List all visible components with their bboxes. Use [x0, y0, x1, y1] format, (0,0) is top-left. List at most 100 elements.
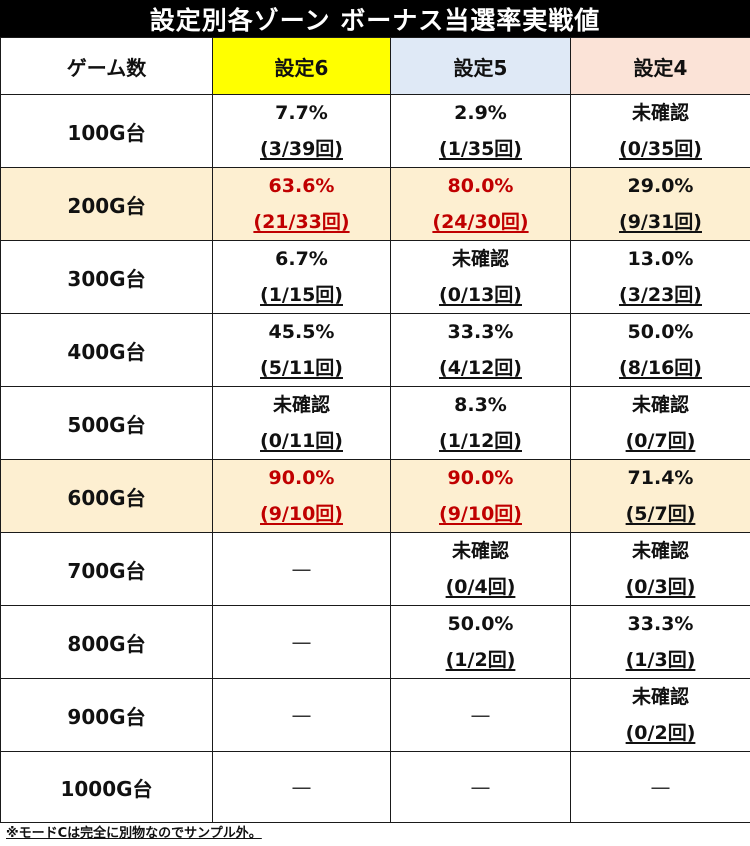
table-cell: 2.9% (1/35回) — [390, 94, 571, 168]
rate-value: 未確認 — [631, 540, 689, 562]
row-label: 800G台 — [0, 605, 213, 679]
count-value: (0/3回) — [625, 576, 696, 598]
table-cell: 80.0% (24/30回) — [390, 167, 571, 241]
count-value: (24/30回) — [432, 211, 529, 233]
rate-value: 33.3% — [627, 613, 694, 635]
rate-value: 7.7% — [275, 102, 328, 124]
count-value: (3/39回) — [260, 138, 343, 160]
rate-value: 2.9% — [454, 102, 507, 124]
header-setting-6: 設定6 — [212, 37, 391, 95]
rate-value: 71.4% — [627, 467, 694, 489]
table-title: 設定別各ゾーン ボーナス当選率実戦値 — [0, 0, 750, 37]
table-cell: 71.4% (5/7回) — [570, 459, 750, 533]
table-row: 700G台 — 未確認 (0/4回) 未確認 (0/3回) — [0, 532, 750, 606]
table-cell: 63.6% (21/33回) — [212, 167, 391, 241]
table-cell: 未確認 (0/35回) — [570, 94, 750, 168]
count-value: (0/2回) — [625, 722, 696, 744]
table-cell: 7.7% (3/39回) — [212, 94, 391, 168]
rate-value: 63.6% — [268, 175, 335, 197]
row-label: 700G台 — [0, 532, 213, 606]
rate-value: 50.0% — [627, 321, 694, 343]
dash-mark: — — [291, 775, 312, 799]
table-cell: — — [212, 605, 391, 679]
table-cell: 未確認 (0/4回) — [390, 532, 571, 606]
table-row: 900G台 — — 未確認 (0/2回) — [0, 678, 750, 752]
dash-mark: — — [291, 703, 312, 727]
table-row: 200G台 63.6% (21/33回) 80.0% (24/30回) 29.0% (9/3… — [0, 167, 750, 241]
bonus-rate-table: ゲーム数 設定6 設定5 設定4 100G台 7.7% (3/39回) 2.9% (1/… — [0, 37, 750, 823]
table-cell: — — [390, 751, 571, 823]
count-value: (0/7回) — [625, 430, 696, 452]
count-value: (21/33回) — [253, 211, 350, 233]
dash-mark: — — [291, 557, 312, 581]
count-value: (1/35回) — [439, 138, 522, 160]
table-cell: 29.0% (9/31回) — [570, 167, 750, 241]
rate-value: 未確認 — [451, 540, 509, 562]
table-cell: 8.3% (1/12回) — [390, 386, 571, 460]
count-value: (8/16回) — [619, 357, 702, 379]
table-cell: 45.5% (5/11回) — [212, 313, 391, 387]
row-label: 900G台 — [0, 678, 213, 752]
rate-value: 90.0% — [268, 467, 335, 489]
count-value: (4/12回) — [439, 357, 522, 379]
count-value: (9/31回) — [619, 211, 702, 233]
header-game-count: ゲーム数 — [0, 37, 213, 95]
rate-value: 50.0% — [447, 613, 514, 635]
count-value: (3/23回) — [619, 284, 702, 306]
table-row: 800G台 — 50.0% (1/2回) 33.3% (1/3回) — [0, 605, 750, 679]
table-cell: — — [570, 751, 750, 823]
row-label: 200G台 — [0, 167, 213, 241]
header-row: ゲーム数 設定6 設定5 設定4 — [0, 37, 750, 95]
table-cell: 13.0% (3/23回) — [570, 240, 750, 314]
rate-value: 13.0% — [627, 248, 694, 270]
dash-mark: — — [650, 775, 671, 799]
rate-value: 33.3% — [447, 321, 514, 343]
table-row: 400G台 45.5% (5/11回) 33.3% (4/12回) 50.0% (8/16回… — [0, 313, 750, 387]
footnote: ※モードCは完全に別物なのでサンプル外。 — [6, 826, 262, 841]
table-row: 500G台 未確認 (0/11回) 8.3% (1/12回) 未確認 (0/7回) — [0, 386, 750, 460]
rate-value: 未確認 — [631, 102, 689, 124]
header-setting-5: 設定5 — [390, 37, 571, 95]
count-value: (9/10回) — [439, 503, 522, 525]
row-label: 300G台 — [0, 240, 213, 314]
table-row: 1000G台 — — — — [0, 751, 750, 823]
table-cell: 未確認 (0/3回) — [570, 532, 750, 606]
table-row: 100G台 7.7% (3/39回) 2.9% (1/35回) 未確認 (0/35回) — [0, 94, 750, 168]
header-setting-4: 設定4 — [570, 37, 750, 95]
count-value: (5/7回) — [625, 503, 696, 525]
count-value: (1/15回) — [260, 284, 343, 306]
row-label: 1000G台 — [0, 751, 213, 823]
dash-mark: — — [291, 630, 312, 654]
rate-value: 6.7% — [275, 248, 328, 270]
table-row: 300G台 6.7% (1/15回) 未確認 (0/13回) 13.0% (3/23回) — [0, 240, 750, 314]
rate-value: 45.5% — [268, 321, 335, 343]
table-cell: 90.0% (9/10回) — [390, 459, 571, 533]
table-cell: 33.3% (1/3回) — [570, 605, 750, 679]
table-cell: 50.0% (8/16回) — [570, 313, 750, 387]
rate-value: 80.0% — [447, 175, 514, 197]
count-value: (9/10回) — [260, 503, 343, 525]
row-label: 400G台 — [0, 313, 213, 387]
count-value: (1/12回) — [439, 430, 522, 452]
row-label: 500G台 — [0, 386, 213, 460]
rate-value: 90.0% — [447, 467, 514, 489]
table-body: 100G台 7.7% (3/39回) 2.9% (1/35回) 未確認 (0/35回) 200… — [0, 94, 750, 823]
count-value: (5/11回) — [260, 357, 343, 379]
count-value: (0/35回) — [619, 138, 702, 160]
row-label: 100G台 — [0, 94, 213, 168]
count-value: (1/2回) — [445, 649, 516, 671]
count-value: (0/13回) — [439, 284, 522, 306]
table-cell: 33.3% (4/12回) — [390, 313, 571, 387]
rate-value: 未確認 — [272, 394, 330, 416]
count-value: (0/4回) — [445, 576, 516, 598]
dash-mark: — — [470, 775, 491, 799]
table-cell: 6.7% (1/15回) — [212, 240, 391, 314]
table-cell: 未確認 (0/13回) — [390, 240, 571, 314]
rate-value: 8.3% — [454, 394, 507, 416]
rate-value: 未確認 — [451, 248, 509, 270]
rate-value: 未確認 — [631, 394, 689, 416]
rate-value: 未確認 — [631, 686, 689, 708]
table-cell: — — [390, 678, 571, 752]
count-value: (0/11回) — [260, 430, 343, 452]
count-value: (1/3回) — [625, 649, 696, 671]
